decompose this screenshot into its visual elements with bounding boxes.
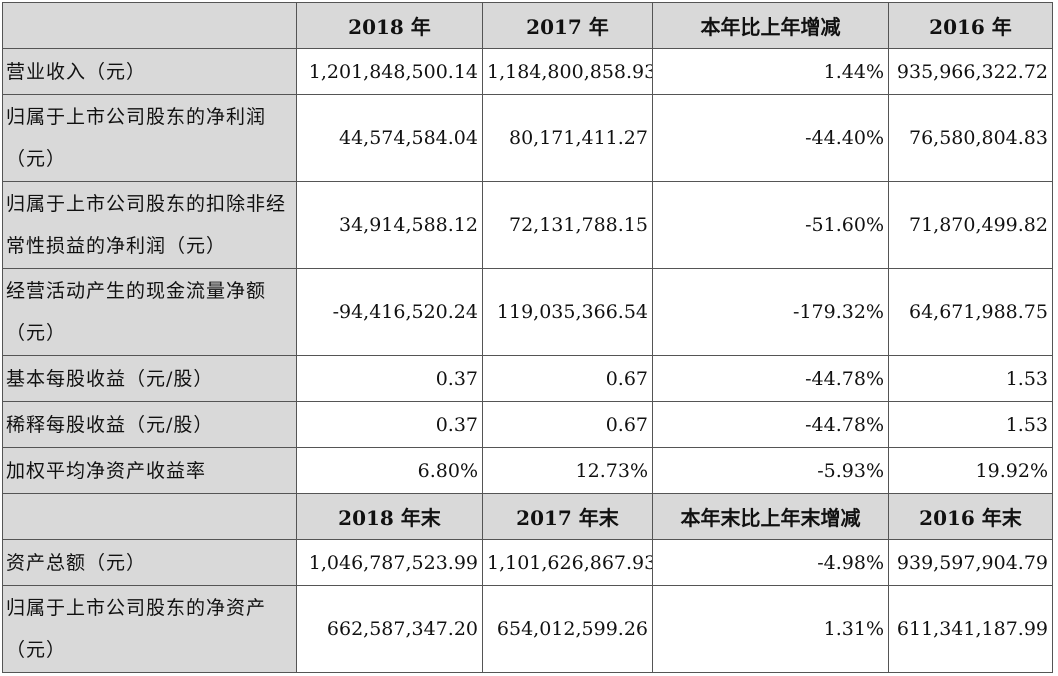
row-label: 营业收入（元） <box>2 48 297 95</box>
value-change: 1.31% <box>652 585 889 673</box>
row-label: 归属于上市公司股东的净资产（元） <box>2 585 297 673</box>
value-change: -44.78% <box>652 401 889 448</box>
value-2018: 1,046,787,523.99 <box>296 539 483 586</box>
table-row: 归属于上市公司股东的净利润（元） 44,574,584.04 80,171,41… <box>2 94 1053 182</box>
header-2017-end: 2017 年末 <box>482 493 653 540</box>
value-2017: 0.67 <box>482 355 653 402</box>
value-change: 1.44% <box>652 48 889 95</box>
value-2016: 64,671,988.75 <box>888 268 1053 356</box>
header-row-year-end: 2018 年末 2017 年末 本年末比上年末增减 2016 年末 <box>2 493 1053 540</box>
value-change: -5.93% <box>652 447 889 494</box>
value-2018: 0.37 <box>296 355 483 402</box>
row-label: 加权平均净资产收益率 <box>2 447 297 494</box>
value-2018: 0.37 <box>296 401 483 448</box>
row-label: 归属于上市公司股东的扣除非经常性损益的净利润（元） <box>2 181 297 269</box>
value-2017: 1,101,626,867.93 <box>482 539 653 586</box>
header-row: 2018 年 2017 年 本年比上年增减 2016 年 <box>2 2 1053 49</box>
value-2017: 654,012,599.26 <box>482 585 653 673</box>
value-change: -44.40% <box>652 94 889 182</box>
table-row: 加权平均净资产收益率 6.80% 12.73% -5.93% 19.92% <box>2 447 1053 494</box>
value-change: -4.98% <box>652 539 889 586</box>
value-2018: 6.80% <box>296 447 483 494</box>
header-corner <box>2 2 297 49</box>
header-corner <box>2 493 297 540</box>
table-row: 归属于上市公司股东的净资产（元） 662,587,347.20 654,012,… <box>2 585 1053 673</box>
table-row: 稀释每股收益（元/股） 0.37 0.67 -44.78% 1.53 <box>2 401 1053 448</box>
table-row: 基本每股收益（元/股） 0.37 0.67 -44.78% 1.53 <box>2 355 1053 402</box>
value-2018: 662,587,347.20 <box>296 585 483 673</box>
value-2016: 1.53 <box>888 401 1053 448</box>
table-row: 营业收入（元） 1,201,848,500.14 1,184,800,858.9… <box>2 48 1053 95</box>
row-label: 经营活动产生的现金流量净额（元） <box>2 268 297 356</box>
header-change-end: 本年末比上年末增减 <box>652 493 889 540</box>
value-2016: 1.53 <box>888 355 1053 402</box>
value-2018: 34,914,588.12 <box>296 181 483 269</box>
table-row: 经营活动产生的现金流量净额（元） -94,416,520.24 119,035,… <box>2 268 1053 356</box>
value-2017: 80,171,411.27 <box>482 94 653 182</box>
value-2016: 19.92% <box>888 447 1053 494</box>
value-2016: 611,341,187.99 <box>888 585 1053 673</box>
value-2017: 72,131,788.15 <box>482 181 653 269</box>
value-2017: 119,035,366.54 <box>482 268 653 356</box>
value-2017: 0.67 <box>482 401 653 448</box>
value-change: -44.78% <box>652 355 889 402</box>
header-change: 本年比上年增减 <box>652 2 889 49</box>
table-row: 归属于上市公司股东的扣除非经常性损益的净利润（元） 34,914,588.12 … <box>2 181 1053 269</box>
table-row: 资产总额（元） 1,046,787,523.99 1,101,626,867.9… <box>2 539 1053 586</box>
row-label: 归属于上市公司股东的净利润（元） <box>2 94 297 182</box>
value-2018: -94,416,520.24 <box>296 268 483 356</box>
header-2018-end: 2018 年末 <box>296 493 483 540</box>
row-label: 稀释每股收益（元/股） <box>2 401 297 448</box>
header-2017: 2017 年 <box>482 2 653 49</box>
header-2016-end: 2016 年末 <box>888 493 1053 540</box>
value-2018: 44,574,584.04 <box>296 94 483 182</box>
header-2016: 2016 年 <box>888 2 1053 49</box>
value-change: -51.60% <box>652 181 889 269</box>
header-2018: 2018 年 <box>296 2 483 49</box>
value-2018: 1,201,848,500.14 <box>296 48 483 95</box>
value-2017: 12.73% <box>482 447 653 494</box>
row-label: 基本每股收益（元/股） <box>2 355 297 402</box>
value-2016: 935,966,322.72 <box>888 48 1053 95</box>
row-label: 资产总额（元） <box>2 539 297 586</box>
value-2016: 71,870,499.82 <box>888 181 1053 269</box>
value-2017: 1,184,800,858.93 <box>482 48 653 95</box>
value-change: -179.32% <box>652 268 889 356</box>
value-2016: 76,580,804.83 <box>888 94 1053 182</box>
value-2016: 939,597,904.79 <box>888 539 1053 586</box>
